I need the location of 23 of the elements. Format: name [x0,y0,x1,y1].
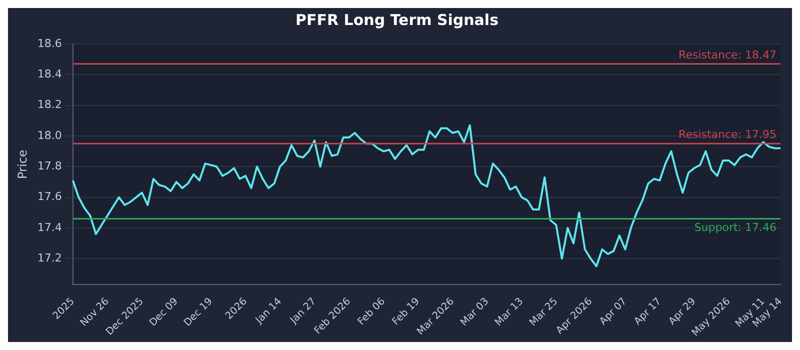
y-axis-title: Price [15,150,30,179]
y-tick-label: 17.6 [37,190,62,204]
y-tick-label: 18.6 [37,36,62,50]
x-tick-label: Apr 07 [598,296,630,328]
x-tick-label: Apr 17 [632,296,664,328]
y-tick-label: 18.4 [37,68,62,81]
ref-line-label: Resistance: 18.47 [678,48,777,62]
y-tick-label: 17.8 [37,159,62,172]
x-tick-label: Mar 13 [493,296,526,328]
x-tick-label: Feb 06 [356,296,388,328]
chart-title: PFFR Long Term Signals [296,10,499,29]
x-tick-label: Dec 19 [182,296,215,329]
y-tick-label: 17.2 [37,251,62,264]
x-tick-label: Apr 29 [666,296,698,328]
y-tick-label: 18.2 [37,98,62,112]
y-tick-label: 18.0 [37,128,62,142]
x-tick-label: Jan 14 [253,296,284,327]
x-tick-label: Dec 09 [148,296,180,329]
ref-line-label: Support: 17.46 [694,221,777,234]
y-tick-label: 17.4 [37,220,62,234]
x-tick-label: Jan 27 [288,296,318,327]
ref-line-label: Resistance: 17.95 [678,128,777,141]
x-tick-label: Mar 03 [458,296,492,328]
